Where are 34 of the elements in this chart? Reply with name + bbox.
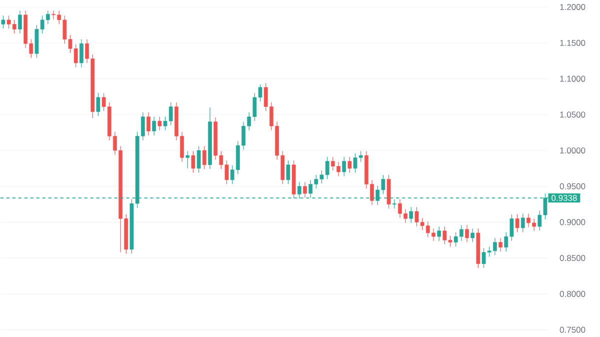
candlestick xyxy=(186,150,190,169)
candlestick xyxy=(96,92,100,116)
candlestick xyxy=(303,182,307,198)
candlestick xyxy=(348,156,352,174)
candlestick xyxy=(79,39,84,68)
candlestick xyxy=(152,116,156,136)
y-tick-label: 1.2000 xyxy=(560,4,586,10)
candlestick xyxy=(202,146,206,170)
candlestick xyxy=(18,10,22,34)
candlestick xyxy=(286,160,290,185)
ref-line-label: 0.9338 xyxy=(552,195,577,202)
y-tick-label: 0.8000 xyxy=(560,291,586,298)
candlestick xyxy=(1,15,6,29)
y-tick-label: 1.0000 xyxy=(560,148,586,154)
candlestick xyxy=(191,150,196,174)
candlestick xyxy=(342,156,346,177)
candlestick xyxy=(498,238,502,252)
y-tick-label: 0.9500 xyxy=(560,183,586,190)
candlestick xyxy=(465,224,469,243)
candlestick xyxy=(392,199,396,209)
y-tick-label: 0.8500 xyxy=(560,255,586,262)
y-tick-label: 1.1500 xyxy=(560,40,586,46)
candlestick xyxy=(409,206,414,224)
y-tick-label: 1.0500 xyxy=(560,112,586,118)
candlestick xyxy=(196,146,201,174)
candlestick xyxy=(470,228,475,243)
y-tick-label: 0.7500 xyxy=(560,326,586,333)
y-tick-label: 1.1000 xyxy=(560,76,586,82)
candlestick xyxy=(146,112,150,136)
candlestick xyxy=(158,116,162,131)
y-tick-label: 0.9000 xyxy=(560,219,586,226)
candlestick xyxy=(437,226,442,242)
candlestick xyxy=(520,213,525,233)
candlestick xyxy=(515,214,520,233)
